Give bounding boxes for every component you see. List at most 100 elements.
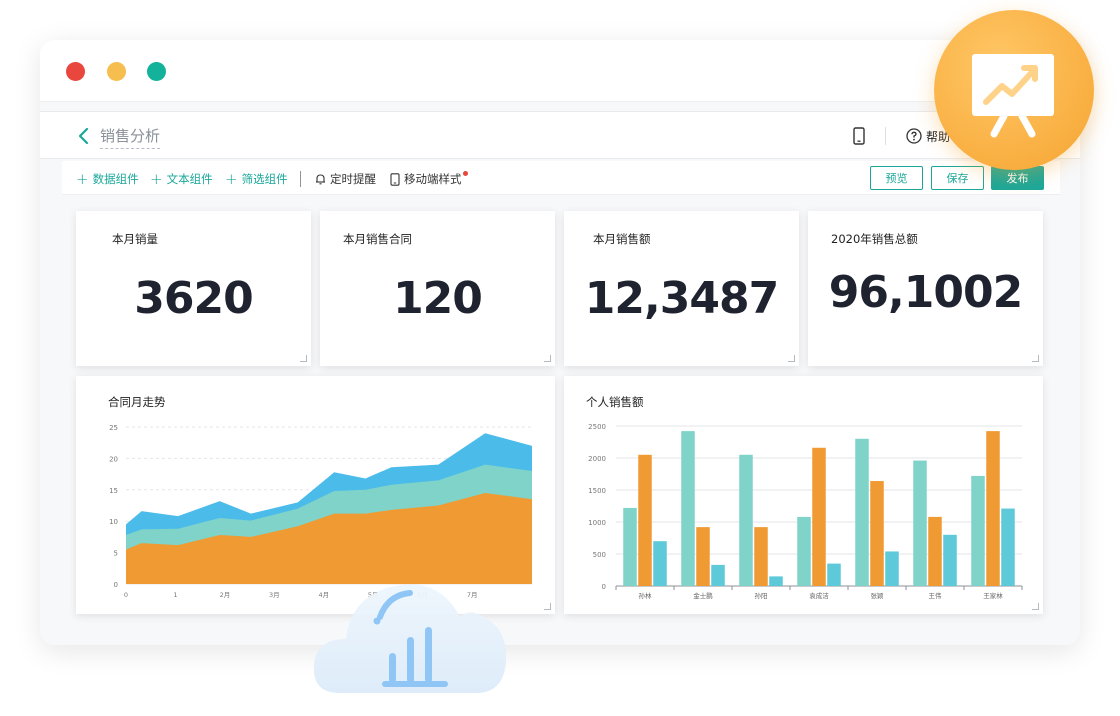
bar-袁成洁-series-2 xyxy=(827,563,841,586)
mobile-preview-icon[interactable] xyxy=(852,127,866,145)
x-tick-label: 金士鹏 xyxy=(693,591,713,600)
x-tick-label: 7月 xyxy=(467,591,478,599)
kpi-label: 本月销售合同 xyxy=(343,232,412,246)
bar-袁成洁-series-1 xyxy=(812,447,826,586)
reminder-label: 定时提醒 xyxy=(330,172,376,186)
x-tick-label: 王家林 xyxy=(983,591,1003,600)
top-navbar: 销售分析 帮助 xyxy=(40,111,1080,159)
nav-divider xyxy=(885,127,886,145)
bar-王家林-series-2 xyxy=(1001,508,1015,586)
kpi-card-monthly-contracts[interactable]: 本月销售合同 120 xyxy=(320,211,555,366)
y-tick-label: 5 xyxy=(114,550,118,558)
resize-handle[interactable] xyxy=(788,355,795,362)
preview-button[interactable]: 预览 xyxy=(870,166,923,190)
x-tick-label: 2月 xyxy=(220,591,231,599)
publish-button[interactable]: 发布 xyxy=(991,166,1044,190)
bar-袁成洁-series-0 xyxy=(797,516,811,586)
bar-张颖-series-0 xyxy=(855,438,869,586)
bar-孙林-series-1 xyxy=(638,454,652,586)
notification-dot xyxy=(462,170,468,176)
toolbar-divider xyxy=(300,171,301,187)
bar-张颖-series-2 xyxy=(885,551,899,586)
bar-王家林-series-1 xyxy=(986,431,1000,586)
bar-王伟-series-1 xyxy=(928,516,942,586)
y-tick-label: 15 xyxy=(109,487,118,495)
add-filter-label: 筛选组件 xyxy=(241,172,288,186)
resize-handle[interactable] xyxy=(544,355,551,362)
kpi-value: 120 xyxy=(393,273,483,324)
minimize-window-button[interactable] xyxy=(107,62,126,81)
kpi-card-monthly-revenue[interactable]: 本月销售额 12,3487 xyxy=(564,211,799,366)
bar-金士鹏-series-1 xyxy=(696,527,710,586)
bar-王家林-series-0 xyxy=(971,475,985,586)
kpi-label: 2020年销售总额 xyxy=(831,232,918,246)
contract-trend-card[interactable]: 合同月走势 0510152025012月3月4月5月6月7月 xyxy=(76,376,555,614)
mobile-style-button[interactable]: 移动端样式 xyxy=(390,170,471,187)
y-tick-label: 500 xyxy=(593,551,606,559)
add-data-label: 数据组件 xyxy=(92,172,139,186)
chart-title: 合同月走势 xyxy=(108,395,166,409)
cloud-analytics-icon xyxy=(313,584,507,693)
y-tick-label: 20 xyxy=(109,455,118,463)
bar-孙阳-series-2 xyxy=(769,576,783,586)
resize-handle[interactable] xyxy=(1032,603,1039,610)
personal-sales-card[interactable]: 个人销售额 0 500 1000 1500 2000 2500 孙林 金士鹏 孙阳 袁成洁 张颖 王伟… xyxy=(564,376,1043,614)
resize-handle[interactable] xyxy=(300,355,307,362)
y-tick-label: 0 xyxy=(602,583,606,591)
x-tick-label: 袁成洁 xyxy=(809,591,829,600)
chevron-left-icon[interactable] xyxy=(76,126,92,146)
x-tick-label: 1 xyxy=(173,591,177,599)
plus-icon: + xyxy=(76,170,89,188)
bar-孙阳-series-0 xyxy=(739,454,753,586)
bar-王伟-series-2 xyxy=(943,534,957,586)
save-button[interactable]: 保存 xyxy=(931,166,984,190)
mobile-style-label: 移动端样式 xyxy=(404,172,462,186)
y-tick-label: 0 xyxy=(114,581,118,589)
kpi-label: 本月销量 xyxy=(112,232,158,246)
presentation-chart-icon xyxy=(972,54,1054,138)
x-tick-label: 张颖 xyxy=(871,591,885,600)
y-tick-label: 1500 xyxy=(588,487,606,495)
kpi-card-monthly-volume[interactable]: 本月销量 3620 xyxy=(76,211,311,366)
add-text-label: 文本组件 xyxy=(166,172,213,186)
maximize-window-button[interactable] xyxy=(147,62,166,81)
resize-handle[interactable] xyxy=(544,603,551,610)
presentation-badge xyxy=(934,10,1094,170)
bell-icon xyxy=(316,174,325,185)
plus-icon: + xyxy=(150,170,163,188)
x-tick-label: 孙阳 xyxy=(755,591,768,600)
bar-金士鹏-series-0 xyxy=(681,431,695,586)
x-tick-label: 4月 xyxy=(318,591,329,599)
help-link[interactable]: 帮助 xyxy=(926,130,951,144)
mobile-icon xyxy=(390,172,400,186)
bar-金士鹏-series-2 xyxy=(711,564,725,586)
add-filter-component-button[interactable]: + 筛选组件 xyxy=(225,171,288,187)
area-chart: 0510152025012月3月4月5月6月7月 xyxy=(109,424,532,599)
kpi-value: 3620 xyxy=(134,273,253,324)
chart-title: 个人销售额 xyxy=(586,395,644,409)
bar-chart: 0 500 1000 1500 2000 2500 孙林 金士鹏 孙阳 袁成洁 张颖 王伟 王家林 xyxy=(588,423,1023,600)
page-title[interactable]: 销售分析 xyxy=(100,125,161,149)
plus-icon: + xyxy=(225,170,238,188)
bar-孙阳-series-1 xyxy=(754,527,768,586)
editor-toolbar: + 数据组件 + 文本组件 + 筛选组件 定时提醒 移动端样式 预览 保存 发布 xyxy=(62,161,1060,195)
add-data-component-button[interactable]: + 数据组件 xyxy=(76,171,139,187)
scheduled-reminder-button[interactable]: 定时提醒 xyxy=(315,171,376,187)
x-tick-label: 王伟 xyxy=(929,591,943,600)
y-tick-label: 1000 xyxy=(588,519,606,527)
kpi-label: 本月销售额 xyxy=(593,232,651,246)
resize-handle[interactable] xyxy=(1032,355,1039,362)
add-text-component-button[interactable]: + 文本组件 xyxy=(150,171,213,187)
kpi-value: 96,1002 xyxy=(828,267,1023,318)
y-tick-label: 2000 xyxy=(588,455,606,463)
area-series-0 xyxy=(126,492,532,584)
x-tick-label: 3月 xyxy=(269,591,280,599)
bar-王伟-series-0 xyxy=(913,460,927,586)
help-icon[interactable] xyxy=(906,128,922,144)
bar-张颖-series-1 xyxy=(870,481,884,586)
y-tick-label: 2500 xyxy=(588,423,606,431)
close-window-button[interactable] xyxy=(66,62,85,81)
kpi-card-annual-total[interactable]: 2020年销售总额 96,1002 xyxy=(808,211,1043,366)
x-tick-label: 孙林 xyxy=(639,591,653,600)
bar-孙林-series-2 xyxy=(653,541,667,586)
